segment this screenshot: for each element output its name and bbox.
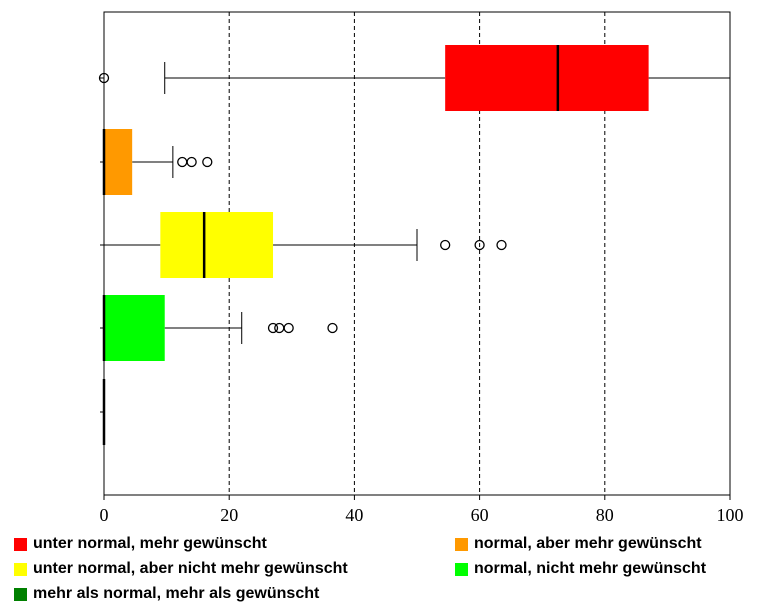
x-tick-label-0: 0 [100,505,109,525]
outlier-1-0 [177,156,188,168]
x-tick-label-1: 20 [220,505,238,525]
x-tick-label-2: 40 [345,505,363,525]
outlier-3-3 [327,322,338,334]
legend-item-3: normal, nicht mehr gewünscht [455,560,706,578]
outlier-2-0 [440,239,451,251]
legend-label-4: mehr als normal, mehr als gewünscht [33,585,320,602]
box-3 [104,295,165,361]
legend-item-1: normal, aber mehr gewünscht [455,535,702,553]
legend-label-3: normal, nicht mehr gewünscht [474,560,707,577]
box-1 [104,129,133,195]
x-tick-label-4: 80 [596,505,614,525]
legend-swatch-1 [455,537,468,551]
outlier-3-2 [283,322,294,334]
legend-label-2: unter normal, aber nicht mehr gewünscht [33,560,348,577]
legend-item-0: unter normal, mehr gewünscht [14,535,267,553]
outlier-1-2 [202,156,213,168]
legend-swatch-3 [455,562,468,576]
legend-swatch-0 [14,537,27,551]
outlier-3-0 [267,322,279,334]
outlier-1-1 [186,156,197,168]
legend-swatch-2 [14,562,27,576]
legend-swatch-4 [14,587,27,601]
legend-label-0: unter normal, mehr gewünscht [33,535,267,552]
outlier-2-2 [496,239,507,251]
boxplot-chart: 0 20 40 60 80 100 [98,11,744,525]
x-tick-label-5: 100 [717,505,744,525]
legend-item-4: mehr als normal, mehr als gewünscht [14,585,319,603]
legend-item-2: unter normal, aber nicht mehr gewünscht [14,560,348,578]
box-2 [160,212,274,278]
outlier-3-1 [274,322,285,334]
box-0 [445,45,649,111]
outlier-2-1 [474,239,485,251]
outlier-0-0 [98,72,110,84]
legend-label-1: normal, aber mehr gewünscht [474,535,702,552]
x-tick-label-3: 60 [471,505,489,525]
